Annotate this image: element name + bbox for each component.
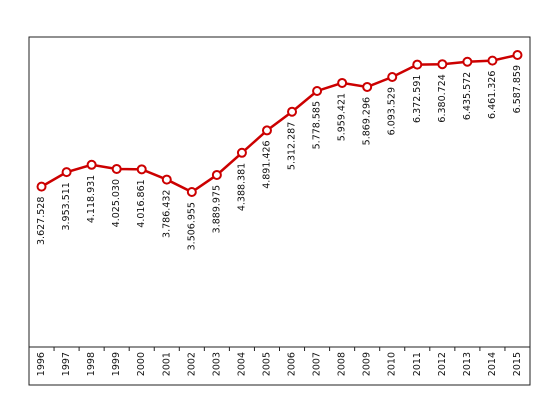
plot-frame: [28, 36, 531, 386]
data-point: [312, 85, 323, 96]
x-tick-label: 2008: [337, 352, 348, 376]
data-label: 3.786.432: [161, 190, 172, 238]
data-label: 3.627.528: [36, 197, 47, 245]
data-point: [236, 147, 247, 158]
data-point: [136, 164, 147, 175]
x-tick-label: 2005: [261, 352, 272, 376]
x-tick-label: 1997: [61, 352, 72, 376]
data-point: [337, 77, 348, 88]
x-tick-label: 2004: [236, 352, 247, 376]
data-point: [36, 181, 47, 192]
x-tick-label: 1996: [36, 352, 47, 376]
x-tick-label: 2011: [412, 352, 423, 376]
x-tick-label: 2001: [161, 352, 172, 376]
data-point: [387, 71, 398, 82]
data-label: 6.435.572: [462, 72, 473, 120]
data-label: 5.778.585: [312, 101, 323, 149]
data-point: [86, 159, 97, 170]
x-tick-label: 2006: [287, 352, 298, 376]
x-tick-label: 2007: [312, 352, 323, 376]
data-label: 5.959.421: [337, 93, 348, 141]
data-point: [161, 174, 172, 185]
x-tick-label: 2000: [136, 352, 147, 376]
x-tick-label: 2002: [186, 352, 197, 376]
data-label: 4.118.931: [86, 175, 97, 223]
x-tick-label: 2013: [462, 352, 473, 376]
data-label: 5.312.287: [287, 122, 298, 170]
x-tick-label: 1998: [86, 352, 97, 376]
x-tick-label: 2009: [362, 352, 373, 376]
data-label: 4.025.030: [111, 179, 122, 227]
data-point: [287, 106, 298, 117]
data-point: [512, 50, 523, 60]
data-label: 3.953.511: [61, 182, 72, 230]
data-point: [261, 125, 272, 136]
data-point: [487, 55, 498, 66]
data-point: [186, 187, 197, 197]
data-point: [362, 81, 373, 92]
data-point: [462, 56, 473, 67]
data-label: 4.388.381: [236, 163, 247, 211]
data-label: 6.461.326: [487, 71, 498, 119]
data-label: 4.891.426: [261, 140, 272, 188]
data-point: [437, 59, 448, 70]
data-label: 3.889.975: [211, 185, 222, 233]
data-label: 6.380.724: [437, 74, 448, 122]
data-point: [111, 163, 122, 174]
x-tick-label: 2010: [387, 352, 398, 376]
x-tick-label: 2014: [487, 352, 498, 376]
data-label: 4.016.861: [136, 179, 147, 227]
data-label: 6.372.591: [412, 75, 423, 123]
data-label: 3.506.955: [186, 202, 197, 250]
x-tick-label: 2015: [512, 352, 523, 376]
data-label: 6.587.859: [512, 65, 523, 113]
data-point: [211, 169, 222, 180]
x-tick-label: 1999: [111, 352, 122, 376]
x-tick-label: 2012: [437, 352, 448, 376]
data-point: [61, 167, 72, 178]
data-point: [412, 59, 423, 70]
x-tick-label: 2003: [211, 352, 222, 376]
data-label: 6.093.529: [387, 87, 398, 135]
data-label: 5.869.296: [362, 97, 373, 145]
